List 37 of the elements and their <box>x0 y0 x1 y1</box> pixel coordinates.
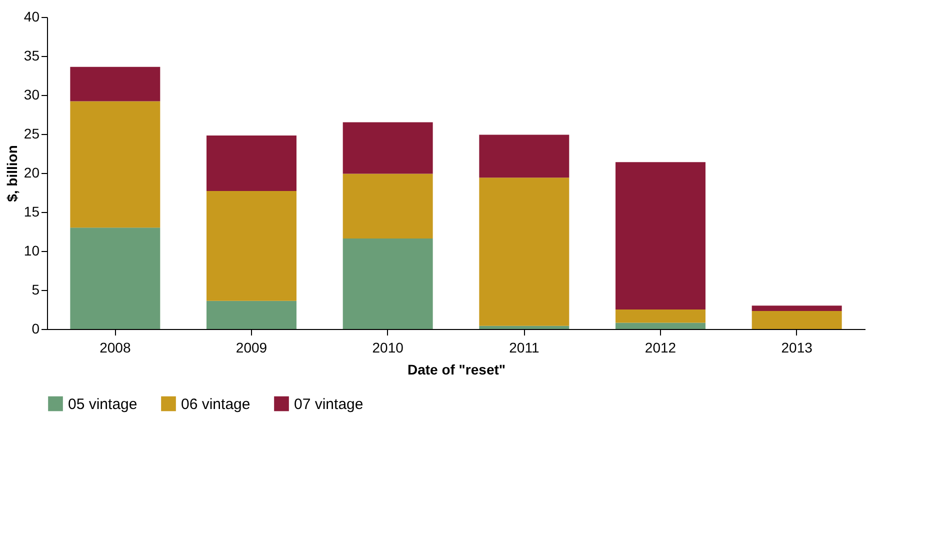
y-tick-label: 30 <box>24 86 40 102</box>
x-tick-label: 2008 <box>100 340 131 356</box>
bar <box>752 306 842 312</box>
bar <box>206 190 296 301</box>
bar <box>70 228 160 329</box>
bar <box>342 238 433 329</box>
x-axis-title: Date of "reset" <box>407 362 506 378</box>
y-tick-label: 40 <box>24 8 40 24</box>
bar <box>479 134 570 178</box>
bar <box>342 174 433 239</box>
bar <box>616 322 706 329</box>
legend-label: 06 vintage <box>181 396 250 413</box>
bar <box>752 311 842 329</box>
bar <box>479 326 570 329</box>
x-tick-label: 2011 <box>509 340 540 356</box>
bar <box>616 310 706 323</box>
y-tick-label: 35 <box>24 48 40 64</box>
y-tick-label: 15 <box>24 204 40 220</box>
x-tick-label: 2009 <box>236 340 268 356</box>
y-tick-label: 20 <box>24 164 40 180</box>
legend-label: 05 vintage <box>68 396 138 413</box>
y-tick-label: 10 <box>24 242 40 258</box>
bar <box>70 101 160 228</box>
bar <box>206 136 296 191</box>
y-tick-label: 0 <box>32 320 40 336</box>
bar <box>616 162 706 310</box>
bar <box>479 178 570 326</box>
x-tick-label: 2013 <box>781 340 813 356</box>
y-axis-title: $, billion <box>4 145 20 202</box>
legend-label: 07 vintage <box>294 396 364 413</box>
x-tick-label: 2010 <box>372 340 404 356</box>
bar <box>70 66 160 102</box>
bar <box>206 300 296 329</box>
x-tick-label: 2012 <box>644 340 676 356</box>
y-tick-label: 5 <box>32 282 40 298</box>
y-tick-label: 25 <box>24 126 40 142</box>
bar <box>342 122 433 174</box>
